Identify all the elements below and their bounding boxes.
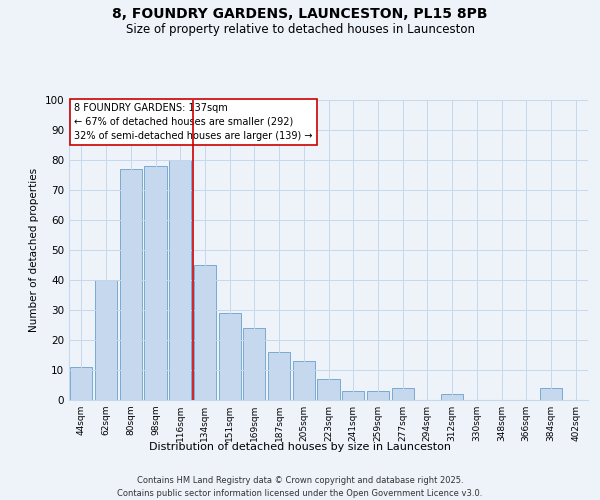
Bar [342, 391, 364, 400]
Bar [392, 388, 414, 400]
Text: 8 FOUNDRY GARDENS: 137sqm
← 67% of detached houses are smaller (292)
32% of semi: 8 FOUNDRY GARDENS: 137sqm ← 67% of detac… [74, 103, 313, 141]
Text: Contains HM Land Registry data © Crown copyright and database right 2025.
Contai: Contains HM Land Registry data © Crown c… [118, 476, 482, 498]
Bar [540, 388, 562, 400]
Text: Distribution of detached houses by size in Launceston: Distribution of detached houses by size … [149, 442, 451, 452]
Bar [441, 394, 463, 400]
Bar [145, 166, 167, 400]
Bar [317, 379, 340, 400]
Y-axis label: Number of detached properties: Number of detached properties [29, 168, 39, 332]
Text: Size of property relative to detached houses in Launceston: Size of property relative to detached ho… [125, 22, 475, 36]
Bar [169, 160, 191, 400]
Bar [194, 265, 216, 400]
Bar [119, 169, 142, 400]
Bar [367, 391, 389, 400]
Bar [218, 313, 241, 400]
Bar [95, 280, 117, 400]
Bar [243, 328, 265, 400]
Text: 8, FOUNDRY GARDENS, LAUNCESTON, PL15 8PB: 8, FOUNDRY GARDENS, LAUNCESTON, PL15 8PB [112, 8, 488, 22]
Bar [70, 367, 92, 400]
Bar [293, 361, 315, 400]
Bar [268, 352, 290, 400]
